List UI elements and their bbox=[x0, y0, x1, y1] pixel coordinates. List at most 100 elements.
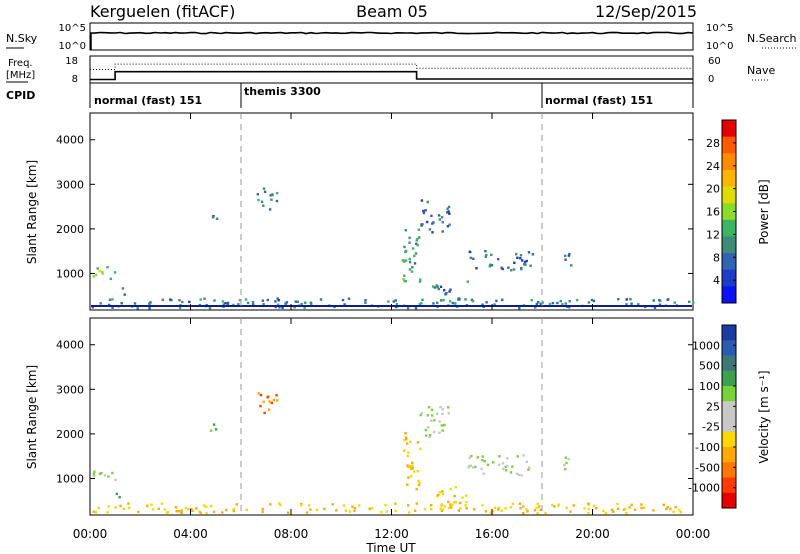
scatter-cell bbox=[449, 487, 452, 491]
scatter-cell bbox=[113, 271, 117, 274]
scatter-cell bbox=[433, 430, 436, 434]
scatter-cell bbox=[519, 257, 522, 260]
scatter-cell bbox=[500, 509, 503, 512]
scatter-cell bbox=[465, 500, 468, 504]
scatter-cell bbox=[309, 508, 312, 511]
scatter-cell bbox=[266, 396, 269, 399]
scatter-cell bbox=[128, 506, 131, 510]
scatter-cell bbox=[406, 465, 410, 469]
power-ylabel: Slant Range [km] bbox=[25, 160, 39, 264]
scatter-cell bbox=[437, 214, 441, 217]
scatter-cell bbox=[353, 509, 356, 513]
scatter-cell bbox=[275, 199, 279, 203]
scatter-cell bbox=[99, 302, 102, 305]
date-title: 12/Sep/2015 bbox=[595, 2, 697, 21]
colorbar-segment bbox=[722, 370, 736, 387]
scatter-cell bbox=[187, 508, 190, 511]
scatter-cell bbox=[466, 280, 469, 283]
scatter-cell bbox=[413, 470, 416, 473]
velocity-cbar-label: Velocity [m s⁻¹] bbox=[757, 370, 771, 463]
freq-label-line1: Freq. bbox=[8, 58, 33, 69]
scatter-cell bbox=[564, 456, 567, 459]
scatter-cell bbox=[169, 298, 172, 301]
scatter-cell bbox=[587, 502, 590, 505]
scatter-cell bbox=[438, 218, 441, 221]
scatter-cell bbox=[490, 264, 494, 267]
scatter-cell bbox=[468, 250, 471, 253]
colorbar-segment bbox=[722, 186, 736, 204]
scatter-cell bbox=[447, 210, 450, 213]
scatter-cell bbox=[111, 306, 114, 309]
scatter-cell bbox=[420, 411, 423, 415]
scatter-cell bbox=[489, 511, 493, 514]
scatter-cell bbox=[492, 461, 495, 464]
colorbar-segment bbox=[722, 120, 736, 138]
colorbar-segment bbox=[722, 340, 736, 356]
colorbar-tick-label: 1000 bbox=[692, 339, 720, 352]
scatter-cell bbox=[430, 408, 434, 412]
scatter-cell bbox=[221, 511, 224, 514]
scatter-cell bbox=[481, 458, 484, 462]
scatter-cell bbox=[118, 496, 121, 499]
scatter-cell bbox=[617, 298, 620, 301]
scatter-cell bbox=[408, 260, 412, 264]
colorbar-segment bbox=[722, 431, 736, 448]
scatter-cell bbox=[431, 222, 434, 225]
scatter-cell bbox=[408, 268, 412, 271]
scatter-cell bbox=[519, 254, 523, 257]
scatter-cell bbox=[300, 504, 303, 507]
scatter-cell bbox=[208, 306, 212, 310]
colorbar-tick-label: -1000 bbox=[688, 482, 720, 495]
scatter-cell bbox=[92, 472, 96, 476]
scatter-cell bbox=[536, 502, 539, 505]
scatter-cell bbox=[489, 263, 492, 266]
velocity-frame bbox=[89, 317, 694, 516]
scatter-cell bbox=[94, 511, 98, 514]
scatter-cell bbox=[446, 225, 450, 228]
scatter-cell bbox=[309, 301, 313, 304]
scatter-cell bbox=[452, 501, 456, 504]
scatter-cell bbox=[441, 221, 444, 224]
scatter-cell bbox=[534, 306, 537, 309]
cpid-segment-2: themis 3300 bbox=[244, 85, 321, 98]
scatter-cell bbox=[610, 508, 614, 511]
scatter-cell bbox=[486, 463, 490, 466]
scatter-cell bbox=[612, 510, 615, 513]
scatter-cell bbox=[343, 303, 346, 306]
scatter-cell bbox=[424, 428, 428, 432]
scatter-cell bbox=[633, 508, 637, 511]
scatter-cell bbox=[261, 510, 264, 514]
colorbar-tick-label: -100 bbox=[695, 441, 720, 454]
scatter-cell bbox=[408, 236, 411, 240]
scatter-cell bbox=[114, 478, 117, 481]
scatter-cell bbox=[629, 298, 632, 301]
scatter-cell bbox=[492, 510, 495, 513]
colorbar-tick-label: 28 bbox=[706, 137, 720, 150]
scatter-cell bbox=[533, 509, 537, 512]
scatter-cell bbox=[625, 303, 628, 306]
scatter-cell bbox=[357, 504, 361, 507]
scatter-cell bbox=[502, 467, 505, 471]
scatter-cell bbox=[203, 297, 206, 300]
scatter-cell bbox=[232, 507, 235, 511]
scatter-cell bbox=[565, 506, 568, 509]
colorbar-segment bbox=[722, 386, 736, 402]
y-tick-label: 4000 bbox=[56, 339, 84, 352]
scatter-cell bbox=[541, 301, 545, 304]
colorbar-tick-label: 25 bbox=[706, 400, 720, 413]
scatter-cell bbox=[98, 269, 101, 273]
scatter-cell bbox=[447, 406, 450, 409]
scatter-cell bbox=[565, 461, 568, 465]
colorbar-segment bbox=[722, 477, 736, 494]
scatter-cell bbox=[404, 249, 408, 253]
scatter-cell bbox=[483, 460, 486, 463]
scatter-cell bbox=[520, 474, 523, 477]
scatter-cell bbox=[493, 506, 497, 510]
cpid-segment-1: normal (fast) 151 bbox=[94, 94, 202, 107]
scatter-cell bbox=[285, 301, 289, 304]
scatter-cell bbox=[518, 307, 521, 310]
power-frame bbox=[89, 112, 694, 311]
scatter-cell bbox=[91, 306, 94, 309]
scatter-cell bbox=[272, 398, 276, 402]
